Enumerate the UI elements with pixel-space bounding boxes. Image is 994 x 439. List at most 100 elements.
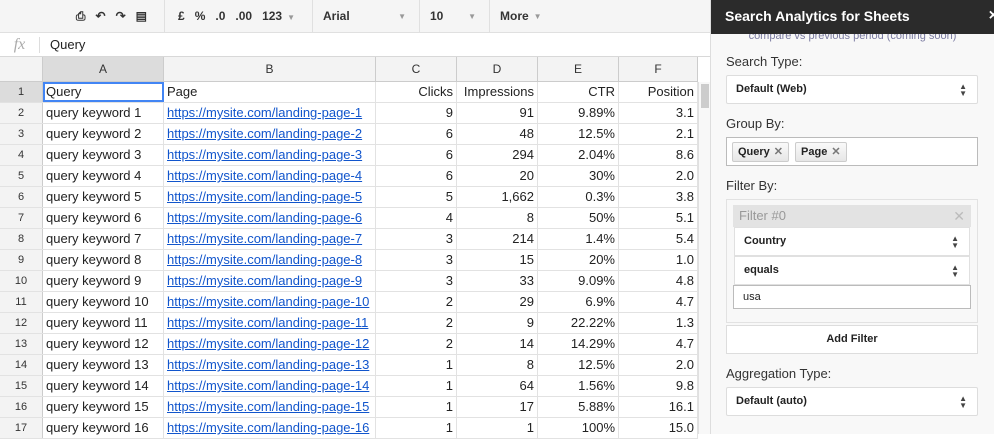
cell[interactable]: query keyword 11: [43, 313, 164, 333]
cell[interactable]: 1: [376, 376, 457, 396]
row-header[interactable]: 4: [0, 145, 43, 165]
column-header-a[interactable]: A: [43, 57, 164, 81]
filter-value-input[interactable]: usa: [733, 285, 971, 309]
cell[interactable]: 9.09%: [538, 271, 619, 291]
cell[interactable]: https://mysite.com/landing-page-7: [164, 229, 376, 249]
decrease-decimal-button[interactable]: .0: [215, 9, 226, 23]
cell[interactable]: 2: [376, 313, 457, 333]
formula-input[interactable]: Query: [50, 37, 86, 52]
cell[interactable]: 8: [457, 208, 538, 228]
cell[interactable]: https://mysite.com/landing-page-8: [164, 250, 376, 270]
cell[interactable]: 14: [457, 334, 538, 354]
cell[interactable]: 12.5%: [538, 355, 619, 375]
cell[interactable]: Page: [164, 82, 376, 102]
cell[interactable]: 30%: [538, 166, 619, 186]
cell[interactable]: 2.04%: [538, 145, 619, 165]
cell[interactable]: query keyword 5: [43, 187, 164, 207]
cell[interactable]: 5: [376, 187, 457, 207]
row-header[interactable]: 2: [0, 103, 43, 123]
cell[interactable]: Clicks: [376, 82, 457, 102]
cell[interactable]: query keyword 13: [43, 355, 164, 375]
cell[interactable]: 1,662: [457, 187, 538, 207]
cell[interactable]: 3: [376, 250, 457, 270]
cell[interactable]: https://mysite.com/landing-page-6: [164, 208, 376, 228]
cell[interactable]: 64: [457, 376, 538, 396]
cell[interactable]: https://mysite.com/landing-page-4: [164, 166, 376, 186]
cell[interactable]: 4.7: [619, 292, 698, 312]
cell[interactable]: 20%: [538, 250, 619, 270]
cell[interactable]: 1: [376, 418, 457, 438]
cell[interactable]: query keyword 9: [43, 271, 164, 291]
cell[interactable]: 50%: [538, 208, 619, 228]
column-header-b[interactable]: B: [164, 57, 376, 81]
cell[interactable]: CTR: [538, 82, 619, 102]
cell[interactable]: 6: [376, 166, 457, 186]
increase-decimal-button[interactable]: .00: [235, 9, 253, 23]
cell[interactable]: 2.1: [619, 124, 698, 144]
cell[interactable]: 8.6: [619, 145, 698, 165]
cell[interactable]: 9: [376, 103, 457, 123]
row-header[interactable]: 11: [0, 292, 43, 312]
page-link[interactable]: https://mysite.com/landing-page-5: [167, 189, 363, 204]
number-format-button[interactable]: 123 ▼: [262, 9, 300, 23]
scrollbar-thumb[interactable]: [701, 84, 709, 108]
cell[interactable]: https://mysite.com/landing-page-3: [164, 145, 376, 165]
cell[interactable]: 9.8: [619, 376, 698, 396]
cell[interactable]: 294: [457, 145, 538, 165]
undo-icon[interactable]: ↶: [95, 9, 106, 23]
column-header-c[interactable]: C: [376, 57, 457, 81]
group-by-input[interactable]: Query ✕ Page ✕: [726, 137, 978, 166]
cell[interactable]: https://mysite.com/landing-page-1: [164, 103, 376, 123]
cell[interactable]: https://mysite.com/landing-page-12: [164, 334, 376, 354]
cell[interactable]: query keyword 15: [43, 397, 164, 417]
cell[interactable]: 4.7: [619, 334, 698, 354]
cell[interactable]: 15.0: [619, 418, 698, 438]
cell[interactable]: 33: [457, 271, 538, 291]
cell[interactable]: 20: [457, 166, 538, 186]
page-link[interactable]: https://mysite.com/landing-page-14: [167, 378, 370, 393]
cell[interactable]: query keyword 6: [43, 208, 164, 228]
currency-button[interactable]: £: [178, 9, 185, 23]
cell[interactable]: 14.29%: [538, 334, 619, 354]
row-header[interactable]: 1: [0, 82, 43, 102]
cell[interactable]: 100%: [538, 418, 619, 438]
row-header[interactable]: 15: [0, 376, 43, 396]
font-size-select[interactable]: 10 ▼: [420, 0, 490, 33]
search-type-select[interactable]: Default (Web) ▲ ▼: [726, 75, 978, 104]
cell[interactable]: https://mysite.com/landing-page-13: [164, 355, 376, 375]
aggregation-type-select[interactable]: Default (auto) ▲ ▼: [726, 387, 978, 416]
cell[interactable]: 1: [457, 418, 538, 438]
page-link[interactable]: https://mysite.com/landing-page-9: [167, 273, 363, 288]
cell[interactable]: 16.1: [619, 397, 698, 417]
more-button[interactable]: More ▼: [490, 0, 555, 33]
page-link[interactable]: https://mysite.com/landing-page-10: [167, 294, 370, 309]
cell[interactable]: 2.0: [619, 355, 698, 375]
row-header[interactable]: 14: [0, 355, 43, 375]
row-header[interactable]: 16: [0, 397, 43, 417]
cell[interactable]: https://mysite.com/landing-page-15: [164, 397, 376, 417]
redo-icon[interactable]: ↷: [115, 9, 126, 23]
cell[interactable]: 3.1: [619, 103, 698, 123]
cell[interactable]: 6.9%: [538, 292, 619, 312]
cell[interactable]: 48: [457, 124, 538, 144]
page-link[interactable]: https://mysite.com/landing-page-2: [167, 126, 363, 141]
remove-icon[interactable]: ✕: [831, 146, 841, 158]
remove-icon[interactable]: ✕: [773, 146, 784, 158]
cell[interactable]: query keyword 4: [43, 166, 164, 186]
column-header-f[interactable]: F: [619, 57, 698, 81]
cell[interactable]: query keyword 2: [43, 124, 164, 144]
cell[interactable]: 2: [376, 334, 457, 354]
cell[interactable]: 1: [376, 355, 457, 375]
cell[interactable]: query keyword 10: [43, 292, 164, 312]
cell[interactable]: https://mysite.com/landing-page-9: [164, 271, 376, 291]
cell[interactable]: 3: [376, 271, 457, 291]
cell[interactable]: 0.3%: [538, 187, 619, 207]
cell[interactable]: query keyword 1: [43, 103, 164, 123]
cell[interactable]: https://mysite.com/landing-page-10: [164, 292, 376, 312]
cell[interactable]: query keyword 12: [43, 334, 164, 354]
page-link[interactable]: https://mysite.com/landing-page-3: [167, 147, 363, 162]
cell[interactable]: 5.4: [619, 229, 698, 249]
cell[interactable]: 1.0: [619, 250, 698, 270]
cell[interactable]: 15: [457, 250, 538, 270]
cell[interactable]: query keyword 16: [43, 418, 164, 438]
